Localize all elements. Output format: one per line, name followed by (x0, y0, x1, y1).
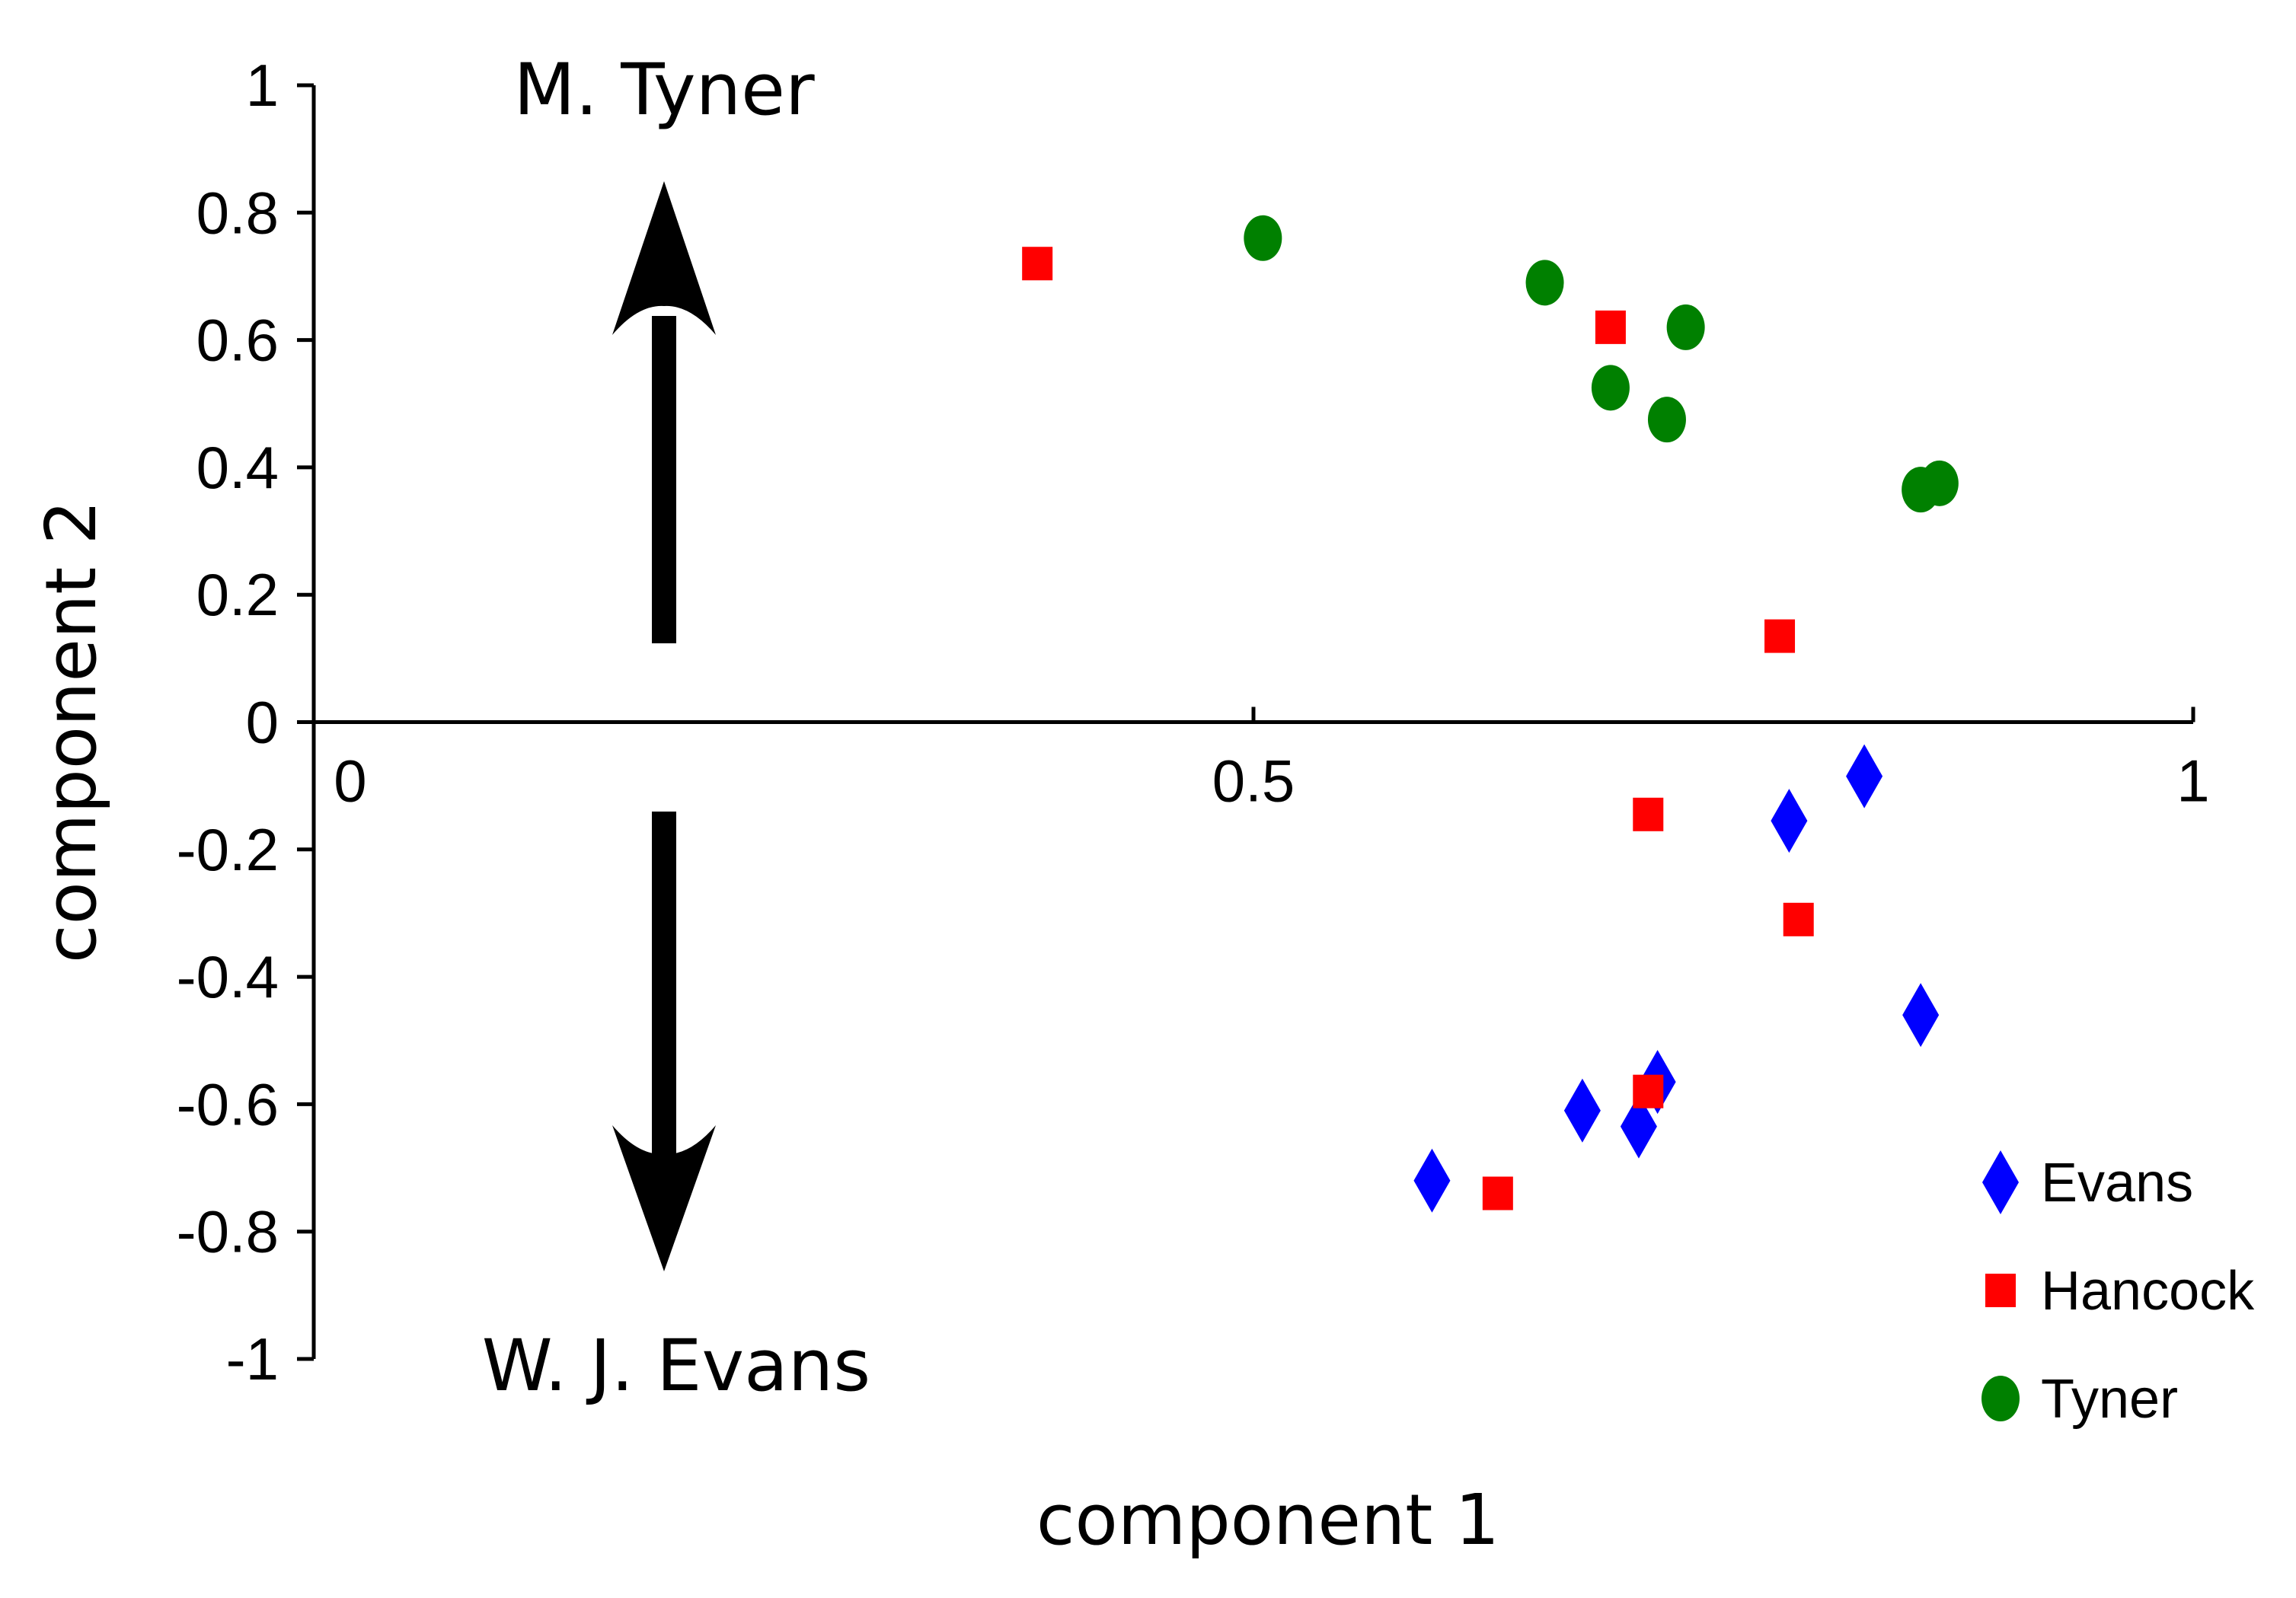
x-tick-label: 1 (2176, 748, 2209, 815)
data-points (1022, 215, 1959, 1213)
series-tyner (1244, 215, 1959, 513)
y-tick-label: -0.4 (177, 943, 279, 1010)
x-axis-title: component 1 (1036, 1479, 1499, 1561)
tyner-data-point (1647, 397, 1686, 443)
legend-item-evans: Evans (1982, 1150, 2193, 1214)
hancock-data-point (1595, 310, 1626, 344)
hancock-data-point (1633, 797, 1664, 831)
y-tick-label: 0.4 (196, 434, 279, 501)
y-tick-label: -0.2 (177, 816, 279, 883)
hancock-data-point (1482, 1176, 1513, 1210)
tyner-data-point (1666, 304, 1705, 350)
hancock-data-point (1783, 902, 1814, 936)
x-tick-label: 0 (334, 748, 366, 815)
y-tick-label: -0.6 (177, 1070, 279, 1137)
legend-marker-evans (1982, 1150, 2019, 1214)
legend-item-tyner: Tyner (1981, 1369, 2178, 1430)
hancock-data-point (1022, 247, 1053, 281)
y-tick-label: 0 (246, 689, 279, 756)
hancock-data-point (1764, 619, 1796, 653)
annotation-bottom: W. J. Evans (482, 1325, 871, 1408)
up-arrow-icon (612, 181, 716, 643)
evans-data-point (1413, 1148, 1451, 1213)
tyner-data-point (1902, 467, 1940, 513)
legend-marker-tyner (1981, 1376, 2020, 1421)
direction-arrows (612, 181, 716, 1271)
legend-marker-hancock (1985, 1274, 2016, 1307)
y-axis-ticks: 1 0.8 0.6 0.4 0.2 0 -0.2 -0.4 -0.6 -0.8 -1 (177, 52, 314, 1392)
down-arrow-icon (612, 812, 716, 1271)
y-axis-title: component 2 (30, 500, 112, 963)
y-tick-label: -1 (226, 1325, 279, 1392)
y-tick-label: 1 (246, 52, 279, 119)
legend: Evans Hancock Tyner (1981, 1150, 2255, 1430)
tyner-data-point (1591, 365, 1630, 411)
y-tick-label: 0.6 (196, 307, 279, 374)
x-tick-label: 0.5 (1212, 748, 1295, 815)
series-evans (1413, 744, 1940, 1213)
evans-data-point (1902, 983, 1940, 1048)
y-tick-label: 0.8 (196, 179, 279, 246)
series-hancock (1022, 247, 1814, 1210)
tyner-data-point (1244, 215, 1282, 261)
annotation-top: M. Tyner (513, 49, 815, 132)
tyner-data-point (1525, 260, 1564, 306)
legend-label: Hancock (2041, 1261, 2255, 1322)
legend-label: Evans (2041, 1153, 2193, 1214)
y-tick-label: -0.8 (177, 1198, 279, 1265)
evans-data-point (1620, 1094, 1657, 1159)
evans-data-point (1771, 789, 1808, 853)
legend-label: Tyner (2041, 1369, 2178, 1430)
y-tick-label: 0.2 (196, 561, 279, 628)
evans-data-point (1846, 744, 1883, 809)
hancock-data-point (1633, 1074, 1664, 1108)
evans-data-point (1563, 1078, 1601, 1143)
x-axis-ticks: 0 0.5 1 (334, 707, 2210, 815)
legend-item-hancock: Hancock (1985, 1261, 2255, 1322)
